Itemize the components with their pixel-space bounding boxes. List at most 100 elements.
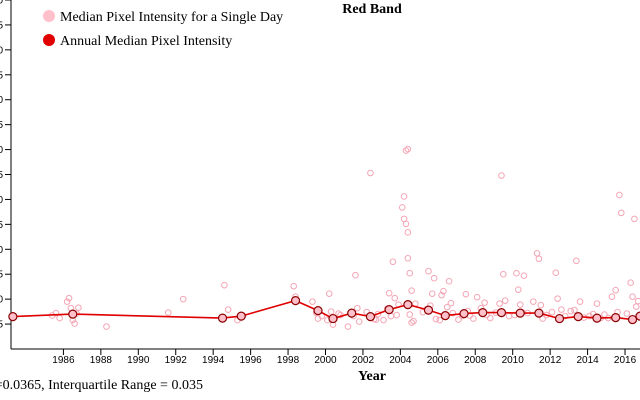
daily-point [535, 255, 543, 263]
legend-swatch-annual [43, 34, 55, 46]
x-tick-label: 1986 [52, 355, 75, 366]
annual-median-point [68, 309, 78, 319]
daily-point [554, 295, 561, 302]
daily-point [224, 306, 232, 313]
daily-point [470, 315, 477, 322]
annual-median-point [496, 308, 507, 318]
daily-point [398, 204, 406, 211]
y-tick-label: 0 [0, 295, 3, 306]
annual-median-point [290, 296, 301, 306]
daily-point [425, 267, 432, 275]
daily-point [406, 311, 414, 318]
y-tick-label: 5 [0, 120, 3, 131]
y-tick-label: 0 [0, 195, 3, 206]
daily-point [56, 314, 63, 322]
daily-point [436, 316, 443, 324]
daily-point [567, 307, 575, 315]
daily-point [385, 289, 393, 297]
daily-point [473, 293, 481, 301]
daily-point [355, 318, 363, 325]
daily-point [552, 269, 560, 277]
daily-points-series [48, 145, 640, 330]
daily-point [430, 274, 438, 282]
y-tick-label: 5 [0, 270, 3, 281]
daily-point [571, 306, 578, 314]
annual-median-point [478, 308, 488, 318]
y-tick-label: 0 [0, 95, 3, 106]
daily-point [529, 298, 537, 305]
daily-point [634, 297, 640, 305]
annual-median-point [217, 313, 228, 323]
daily-point [164, 309, 172, 316]
x-tick-label: 1990 [127, 355, 150, 366]
daily-point [400, 215, 408, 223]
daily-point [627, 279, 634, 286]
daily-point [616, 191, 623, 199]
daily-point [404, 254, 412, 262]
daily-point [65, 294, 73, 302]
daily-point [400, 193, 408, 200]
daily-point [576, 298, 584, 305]
daily-point [352, 271, 359, 279]
daily-point [290, 282, 297, 290]
daily-point [443, 303, 451, 311]
daily-point [449, 309, 457, 317]
daily-point [447, 299, 455, 307]
legend-swatch-daily [43, 10, 55, 22]
annual-series [8, 296, 640, 325]
legend-label-daily: Median Pixel Intensity for a Single Day [60, 10, 283, 25]
daily-point [586, 312, 593, 320]
daily-point [428, 290, 436, 297]
daily-point [496, 300, 503, 307]
annual-median-point [627, 314, 638, 325]
daily-point [455, 316, 462, 323]
daily-point [52, 309, 60, 317]
daily-point [408, 319, 415, 326]
daily-point [593, 300, 601, 307]
daily-point [402, 147, 410, 154]
daily-point [354, 304, 361, 312]
daily-point [179, 295, 187, 303]
annual-median-point [236, 311, 246, 321]
daily-point [629, 293, 636, 300]
annual-median-point [328, 313, 338, 324]
y-tick-label: 0 [0, 145, 3, 156]
x-tick-label: 2012 [539, 355, 562, 366]
x-tick-label: 2010 [502, 355, 525, 366]
daily-point [221, 281, 228, 289]
y-tick-label: 0 [0, 245, 3, 256]
daily-point [612, 286, 619, 294]
daily-point [389, 258, 397, 266]
y-tick-label: 0 [0, 45, 3, 56]
y-tick-label: 5 [0, 170, 3, 181]
daily-point [103, 323, 110, 330]
x-tick-label: 1994 [202, 355, 225, 366]
annual-median-point [515, 308, 525, 318]
annual-median-point [459, 309, 469, 319]
y-tick-label: 5 [0, 70, 3, 81]
annual-median-point [440, 310, 450, 321]
daily-point [516, 301, 524, 308]
annual-median-point [347, 308, 357, 318]
daily-point [515, 286, 522, 293]
x-tick-label: 2000 [314, 355, 337, 366]
daily-point [63, 298, 71, 305]
daily-point [558, 306, 565, 313]
daily-point [513, 269, 520, 277]
annual-median-line [12, 299, 640, 321]
annual-median-point [384, 305, 394, 315]
daily-point [404, 145, 412, 153]
annual-median-point [611, 312, 621, 323]
daily-point [391, 294, 399, 302]
annual-median-point [8, 311, 18, 322]
x-tick-label: 1988 [90, 355, 113, 366]
axes-layer [10, 0, 640, 350]
daily-point [440, 287, 447, 295]
summary-statistics: an =0.0365, Interquartile Range = 0.035 [0, 378, 203, 393]
daily-point [408, 287, 415, 294]
annual-median-point [554, 313, 565, 324]
legend-label-annual: Annual Median Pixel Intensity [60, 34, 232, 49]
daily-point [393, 311, 400, 319]
x-tick-label: 1998 [277, 355, 300, 366]
y-ticks: 5 0 5 0 5 0 5 0 5 0 5 0 5 0 [0, 0, 11, 331]
